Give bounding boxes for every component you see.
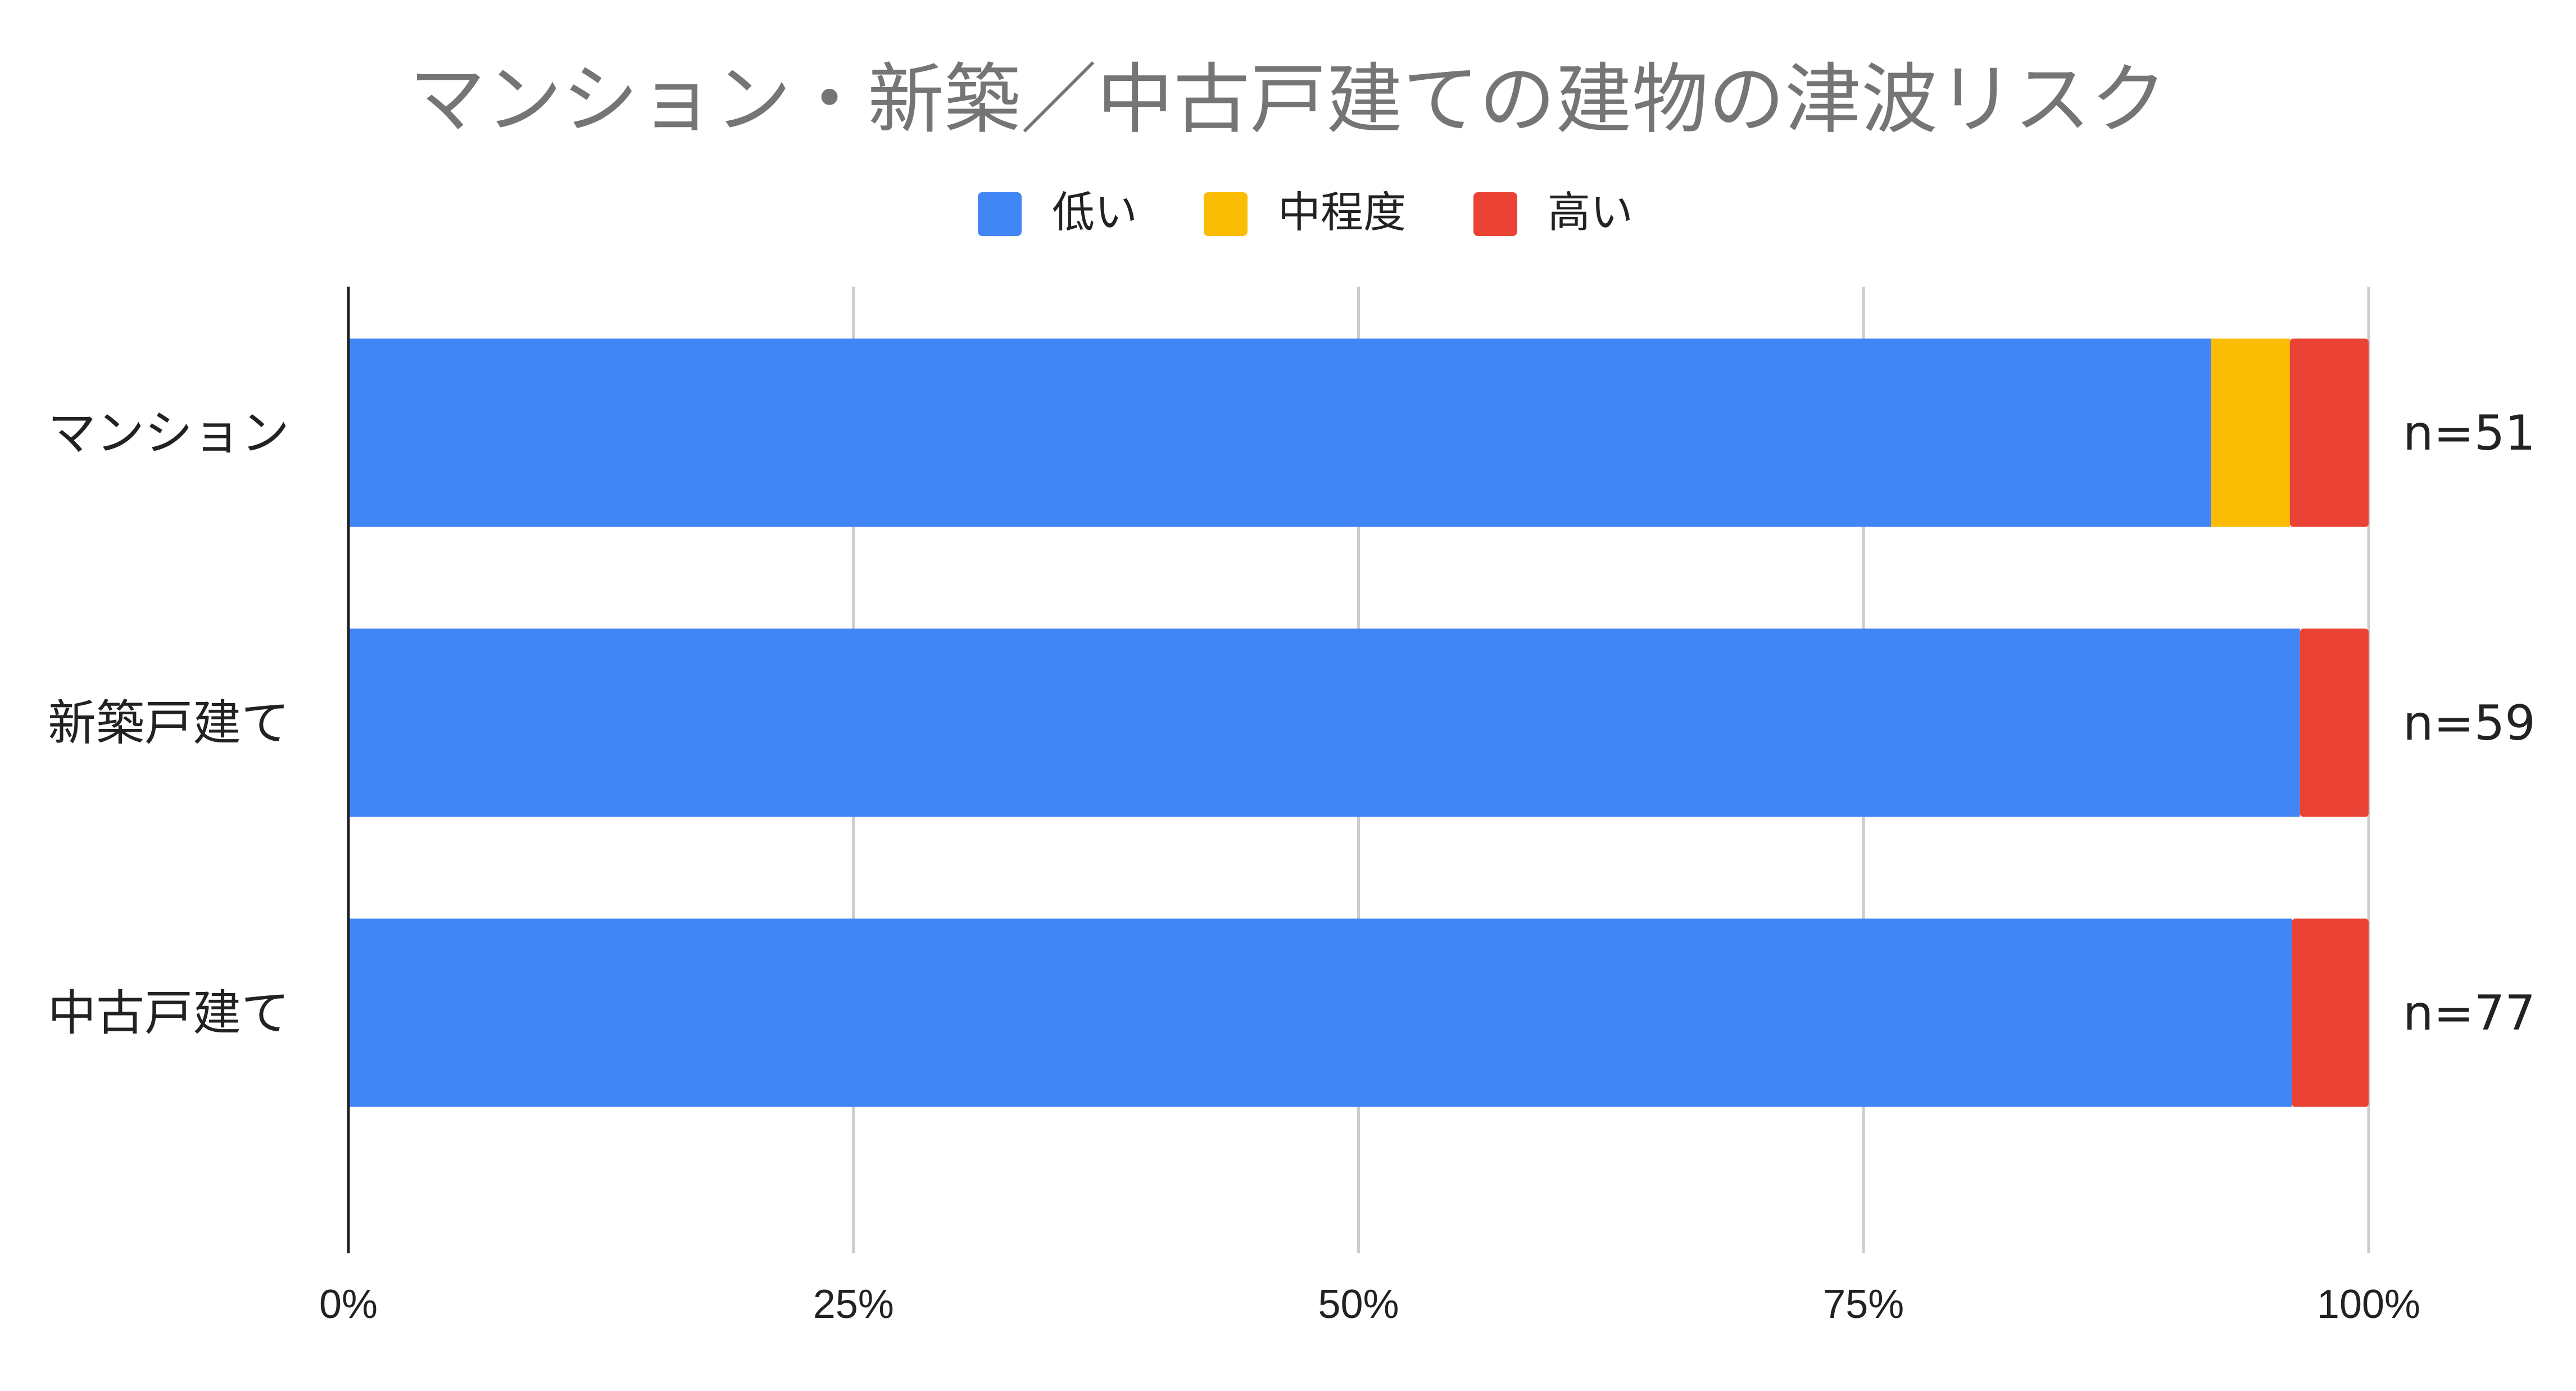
bars <box>348 338 2369 1107</box>
bar-segment <box>2292 918 2369 1107</box>
x-axis-ticks: 0% 25% 50% 75% 100% <box>319 1282 2420 1327</box>
x-tick-label: 50% <box>1318 1282 1399 1327</box>
legend-label: 高い <box>1548 187 1633 237</box>
legend-swatch <box>1473 192 1517 236</box>
x-tick-label: 25% <box>813 1282 894 1327</box>
legend-label: 低い <box>1052 187 1137 237</box>
legend-swatch <box>978 192 1022 236</box>
category-label: マンション <box>48 405 289 461</box>
legend-swatch <box>1204 192 1248 236</box>
chart-title: マンション・新築／中古戸建ての建物の津波リスク <box>409 56 2167 144</box>
x-tick-label: 100% <box>2317 1282 2420 1327</box>
bar-segment <box>348 338 2211 527</box>
bar-segment <box>2211 338 2290 527</box>
bar-segment <box>2300 628 2369 817</box>
sample-size-label: n=51 <box>2403 405 2536 461</box>
x-tick-label: 0% <box>319 1282 378 1327</box>
bar-segment <box>2289 338 2369 527</box>
sample-size-label: n=77 <box>2403 985 2536 1041</box>
x-tick-label: 75% <box>1823 1282 1904 1327</box>
sample-size-labels: n=51 n=59 n=77 <box>2403 405 2536 1041</box>
bar-segment <box>348 918 2292 1107</box>
legend-label: 中程度 <box>1278 187 1406 237</box>
bar-segment <box>348 628 2300 817</box>
category-label: 新築戸建て <box>48 695 289 751</box>
legend: 低い 中程度 高い <box>978 187 1633 237</box>
category-label: 中古戸建て <box>48 985 289 1041</box>
sample-size-label: n=59 <box>2403 695 2536 751</box>
